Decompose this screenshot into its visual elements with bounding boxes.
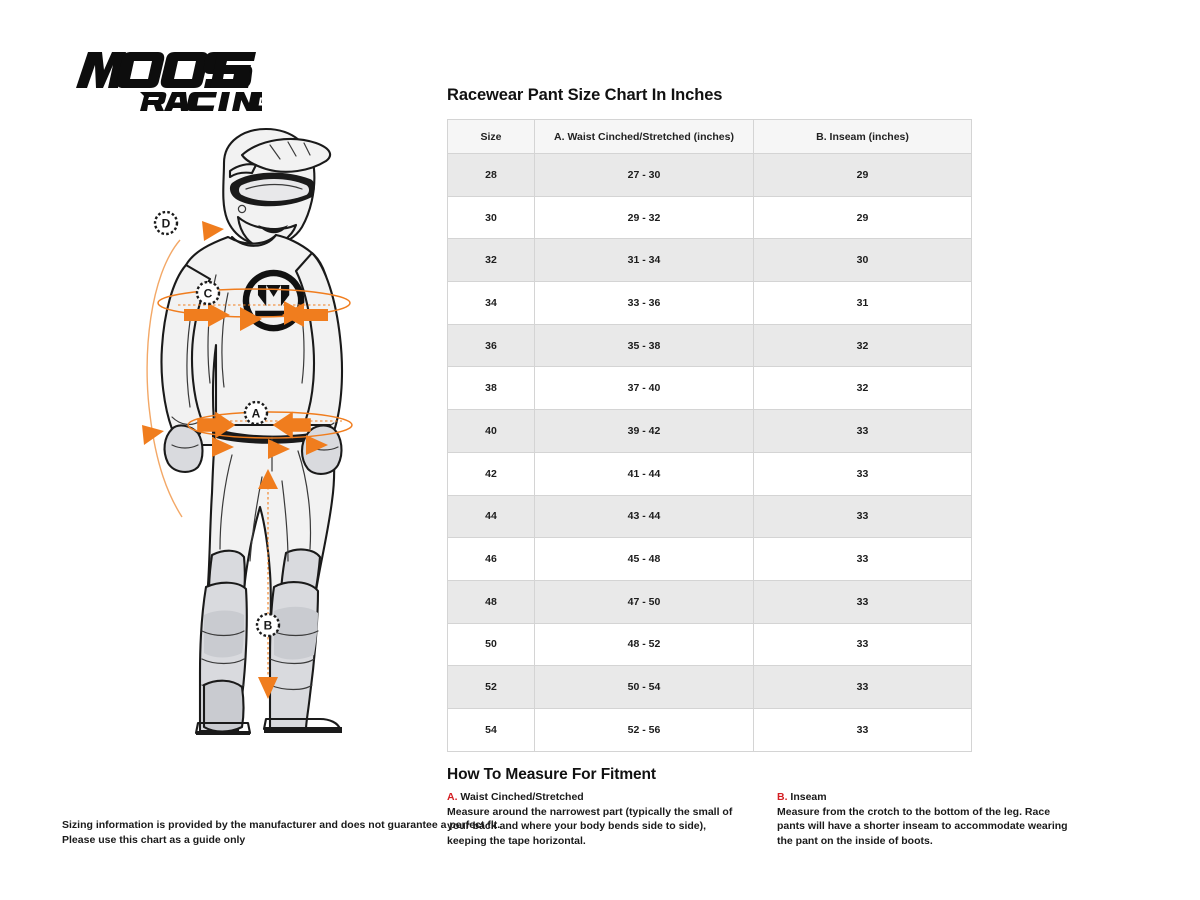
brand-logo	[62, 44, 262, 114]
waist-cell: 45 - 48	[534, 537, 754, 581]
how-to-measure-item-b: B. Inseam Measure from the crotch to the…	[777, 791, 1073, 849]
disclaimer: Sizing information is provided by the ma…	[62, 818, 501, 848]
waist-cell: 39 - 42	[534, 409, 754, 453]
how-to-measure-item-a: A. Waist Cinched/Stretched Measure aroun…	[447, 791, 743, 849]
waist-cell: 37 - 40	[534, 366, 754, 411]
inseam-cell: 29	[753, 153, 972, 197]
column-header-waist: A. Waist Cinched/Stretched (inches)	[534, 119, 754, 154]
waist-cell: 48 - 52	[534, 622, 754, 667]
size-cell: 50	[447, 622, 535, 667]
table-row: 44 43 - 44 33	[447, 494, 972, 539]
table-row: 50 48 - 52 33	[447, 622, 972, 667]
waist-cell: 31 - 34	[534, 238, 754, 283]
waist-cell: 52 - 56	[534, 707, 754, 752]
inseam-cell: 33	[753, 622, 972, 667]
how-to-heading-text-b: Inseam	[790, 790, 827, 803]
waist-cell: 43 - 44	[534, 494, 754, 539]
measure-b-inseam: B	[255, 469, 281, 699]
size-cell: 34	[447, 281, 535, 325]
how-to-body-a: Measure around the narrowest part (typic…	[447, 805, 733, 847]
table-row: 46 45 - 48 33	[447, 537, 972, 581]
size-cell: 36	[447, 323, 535, 368]
inseam-cell: 33	[753, 707, 972, 752]
inseam-cell: 33	[753, 579, 972, 624]
marker-c-label: C	[204, 287, 213, 301]
size-cell: 38	[447, 366, 535, 411]
how-to-letter-a: A.	[447, 790, 458, 803]
how-to-heading-text-a: Waist Cinched/Stretched	[460, 790, 584, 803]
waist-cell: 35 - 38	[534, 323, 754, 368]
how-to-measure-heading-b: B. Inseam	[777, 791, 1073, 803]
column-header-size: Size	[447, 119, 535, 154]
inseam-cell: 31	[753, 281, 972, 325]
size-cell: 54	[447, 707, 535, 752]
table-row: 54 52 - 56 33	[447, 707, 972, 752]
inseam-cell: 32	[753, 323, 972, 368]
table-row: 52 50 - 54 33	[447, 665, 972, 709]
page-title: Racewear Pant Size Chart In Inches	[447, 86, 723, 104]
table-row: 34 33 - 36 31	[447, 281, 972, 325]
size-cell: 40	[447, 409, 535, 453]
waist-cell: 27 - 30	[534, 153, 754, 197]
gloves	[163, 424, 343, 475]
helmet	[222, 127, 332, 249]
column-header-inseam: B. Inseam (inches)	[753, 119, 972, 154]
measure-a-waist: A	[187, 400, 353, 459]
table-row: 30 29 - 32 29	[447, 195, 972, 240]
inseam-cell: 33	[753, 665, 972, 709]
how-to-body-b: Measure from the crotch to the bottom of…	[777, 805, 1068, 847]
how-to-measure-section: How To Measure For Fitment A. Waist Cinc…	[447, 766, 1087, 849]
measure-c-chest: C	[157, 280, 351, 331]
table-row: 42 41 - 44 33	[447, 451, 972, 496]
waist-cell: 41 - 44	[534, 451, 754, 496]
marker-a-label: A	[252, 407, 261, 421]
boots	[194, 581, 342, 735]
inseam-cell: 33	[753, 409, 972, 453]
waist-cell: 50 - 54	[534, 665, 754, 709]
waist-cell: 47 - 50	[534, 579, 754, 624]
table-row: 38 37 - 40 32	[447, 366, 972, 411]
table-row: 48 47 - 50 33	[447, 579, 972, 624]
inseam-cell: 33	[753, 451, 972, 496]
how-to-measure-heading-a: A. Waist Cinched/Stretched	[447, 791, 743, 803]
marker-b-label: B	[264, 619, 273, 633]
inseam-cell: 30	[753, 238, 972, 283]
inseam-cell: 33	[753, 537, 972, 581]
table-row: 40 39 - 42 33	[447, 409, 972, 453]
size-cell: 30	[447, 195, 535, 240]
measure-d-torso: D	[142, 210, 224, 445]
size-cell: 46	[447, 537, 535, 581]
disclaimer-line-2: Please use this chart as a guide only	[62, 834, 246, 846]
waist-cell: 33 - 36	[534, 281, 754, 325]
size-chart-table: Size A. Waist Cinched/Stretched (inches)…	[447, 119, 972, 752]
size-cell: 48	[447, 579, 535, 624]
how-to-letter-b: B.	[777, 790, 788, 803]
moose-racing-wordmark-icon	[76, 52, 262, 111]
waist-cell: 29 - 32	[534, 195, 754, 240]
size-cell: 42	[447, 451, 535, 496]
size-cell: 52	[447, 665, 535, 709]
inseam-cell: 29	[753, 195, 972, 240]
rider-measurement-illustration: .ln { fill:none; stroke:#1a1a1a; stroke-…	[120, 125, 430, 745]
inseam-cell: 32	[753, 366, 972, 411]
size-cell: 32	[447, 238, 535, 283]
table-row: 28 27 - 30 29	[447, 153, 972, 197]
size-cell: 44	[447, 494, 535, 539]
table-row: 36 35 - 38 32	[447, 323, 972, 368]
marker-d-label: D	[162, 217, 171, 231]
disclaimer-line-1: Sizing information is provided by the ma…	[62, 819, 501, 831]
size-cell: 28	[447, 153, 535, 197]
rider-diagram-svg: .ln { fill:none; stroke:#1a1a1a; stroke-…	[142, 127, 353, 735]
inseam-cell: 33	[753, 494, 972, 539]
size-chart-panel: Racewear Pant Size Chart In Inches Size …	[447, 86, 1087, 848]
table-row: 32 31 - 34 30	[447, 238, 972, 283]
table-header-row: Size A. Waist Cinched/Stretched (inches)…	[447, 119, 972, 154]
how-to-measure-title: How To Measure For Fitment	[447, 765, 656, 783]
